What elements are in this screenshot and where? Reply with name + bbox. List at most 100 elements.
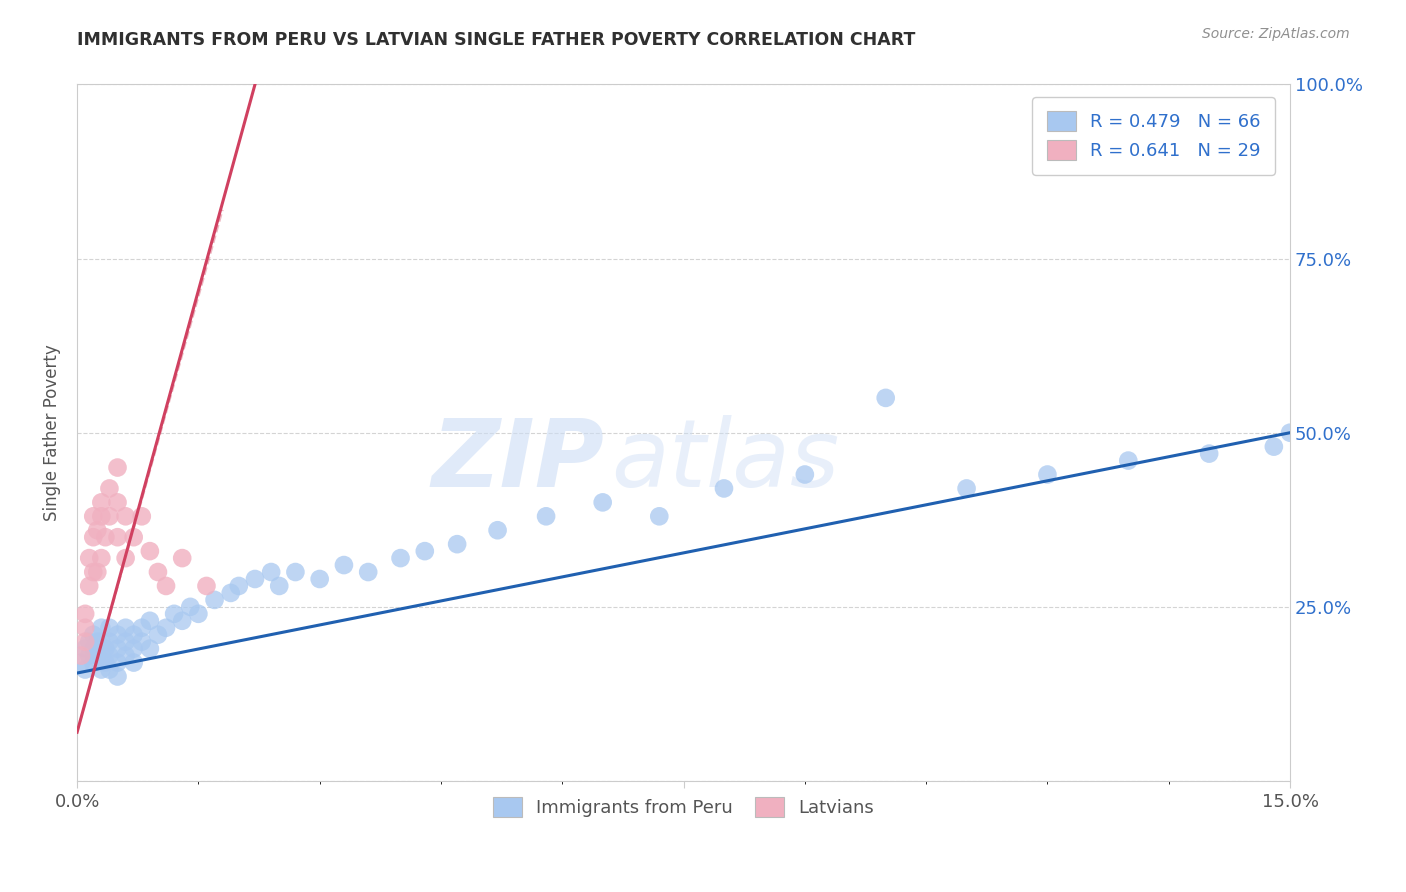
Point: [114, 648, 136, 663]
Text: ZIP: ZIP: [432, 415, 605, 507]
Point: [179, 599, 201, 614]
Point: [77, 634, 100, 648]
Point: [1279, 425, 1302, 440]
Point: [77, 579, 100, 593]
Point: [70, 648, 93, 663]
Point: [107, 669, 129, 683]
Point: [86, 634, 108, 648]
Point: [219, 586, 242, 600]
Point: [107, 641, 129, 656]
Point: [98, 509, 121, 524]
Point: [86, 648, 108, 663]
Point: [86, 565, 108, 579]
Point: [187, 607, 209, 621]
Point: [90, 634, 112, 648]
Point: [146, 628, 169, 642]
Point: [195, 579, 218, 593]
Point: [107, 460, 129, 475]
Point: [75, 663, 97, 677]
Point: [269, 579, 291, 593]
Point: [875, 391, 897, 405]
Point: [75, 634, 97, 648]
Point: [1116, 453, 1139, 467]
Point: [82, 530, 104, 544]
Point: [139, 544, 162, 558]
Point: [90, 551, 112, 566]
Point: [77, 551, 100, 566]
Point: [94, 641, 117, 656]
Point: [107, 628, 129, 642]
Point: [155, 621, 177, 635]
Point: [98, 621, 121, 635]
Y-axis label: Single Father Poverty: Single Father Poverty: [44, 344, 60, 521]
Point: [446, 537, 468, 551]
Point: [172, 614, 194, 628]
Point: [413, 544, 436, 558]
Point: [107, 656, 129, 670]
Point: [333, 558, 356, 572]
Point: [77, 648, 100, 663]
Point: [94, 656, 117, 670]
Point: [90, 648, 112, 663]
Point: [86, 523, 108, 537]
Point: [1198, 447, 1220, 461]
Point: [357, 565, 380, 579]
Point: [107, 495, 129, 509]
Text: Source: ZipAtlas.com: Source: ZipAtlas.com: [1202, 27, 1350, 41]
Point: [90, 621, 112, 635]
Point: [308, 572, 330, 586]
Point: [122, 628, 145, 642]
Point: [131, 509, 153, 524]
Point: [486, 523, 509, 537]
Legend: Immigrants from Peru, Latvians: Immigrants from Peru, Latvians: [486, 790, 882, 824]
Point: [98, 648, 121, 663]
Point: [648, 509, 671, 524]
Point: [131, 621, 153, 635]
Point: [1263, 440, 1285, 454]
Point: [713, 482, 735, 496]
Point: [122, 656, 145, 670]
Point: [793, 467, 815, 482]
Point: [204, 593, 226, 607]
Point: [70, 656, 93, 670]
Point: [82, 656, 104, 670]
Point: [122, 530, 145, 544]
Point: [955, 482, 977, 496]
Point: [98, 634, 121, 648]
Point: [98, 482, 121, 496]
Point: [114, 509, 136, 524]
Point: [90, 509, 112, 524]
Point: [90, 663, 112, 677]
Point: [389, 551, 412, 566]
Point: [75, 607, 97, 621]
Point: [75, 621, 97, 635]
Point: [107, 530, 129, 544]
Point: [139, 641, 162, 656]
Point: [243, 572, 266, 586]
Point: [534, 509, 557, 524]
Point: [228, 579, 250, 593]
Point: [284, 565, 307, 579]
Point: [82, 565, 104, 579]
Point: [90, 495, 112, 509]
Point: [1036, 467, 1059, 482]
Point: [131, 634, 153, 648]
Point: [82, 628, 104, 642]
Point: [155, 579, 177, 593]
Point: [146, 565, 169, 579]
Text: IMMIGRANTS FROM PERU VS LATVIAN SINGLE FATHER POVERTY CORRELATION CHART: IMMIGRANTS FROM PERU VS LATVIAN SINGLE F…: [77, 31, 915, 49]
Text: atlas: atlas: [610, 415, 839, 506]
Point: [98, 663, 121, 677]
Point: [82, 509, 104, 524]
Point: [139, 614, 162, 628]
Point: [163, 607, 186, 621]
Point: [260, 565, 283, 579]
Point: [114, 551, 136, 566]
Point: [172, 551, 194, 566]
Point: [114, 634, 136, 648]
Point: [75, 641, 97, 656]
Point: [114, 621, 136, 635]
Point: [592, 495, 614, 509]
Point: [122, 641, 145, 656]
Point: [94, 530, 117, 544]
